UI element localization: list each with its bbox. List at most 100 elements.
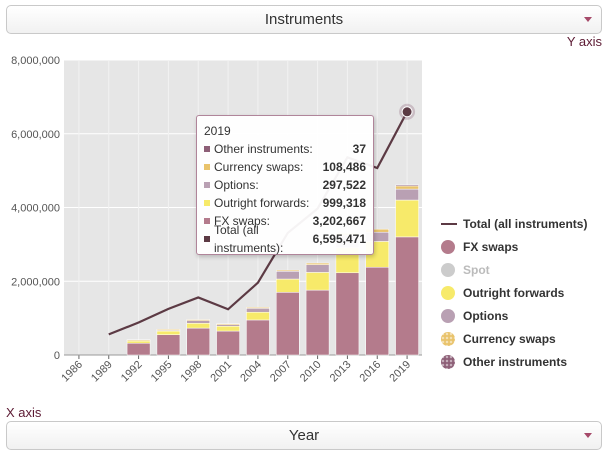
bar-fx_swaps-2001[interactable] [216,330,240,356]
bar-fx_swaps-2007[interactable] [276,292,300,356]
bar-fx_swaps-1995[interactable] [156,334,181,356]
bar-outright_forwards-1995[interactable] [156,330,181,335]
legend-label: Currency swaps [463,331,556,346]
tooltip-row: Options: 297,522 [204,176,366,194]
y-tick-label: 0 [54,350,60,362]
y-tick-label: 6,000,000 [11,129,60,141]
legend-item-currency_swaps[interactable]: Currency swaps [441,327,587,350]
legend-label: Outright forwards [463,285,565,300]
legend-swatch-icon [441,239,455,254]
instruments-select-value: Instruments [264,11,344,28]
chevron-down-icon [584,433,592,438]
legend-item-options[interactable]: Options [441,304,587,327]
bar-outright_forwards-2004[interactable] [246,311,270,321]
bar-currency_swaps-2007[interactable] [276,269,300,272]
tooltip-swatch-icon [204,164,210,170]
tooltip-swatch-icon [204,200,210,206]
tooltip-label: FX swaps: [214,214,271,228]
bar-options-2019[interactable] [395,188,419,201]
x-axis-caption: X axis [6,405,42,420]
legend-swatch-icon [441,308,455,323]
bar-other_instruments-2019[interactable] [395,184,419,187]
instruments-select[interactable]: Instruments [6,5,602,34]
tooltip-label: Total (all instruments): [214,223,284,255]
bar-currency_swaps-1998[interactable] [186,319,210,321]
bar-options-2010[interactable] [305,264,330,273]
x-tick-label: 2001 [208,359,234,385]
tooltip-value: 108,486 [322,160,366,174]
x-tick-label: 1998 [179,359,205,385]
tooltip-year: 2019 [204,124,231,138]
bar-currency_swaps-1995[interactable] [156,329,181,331]
legend-item-spot[interactable]: Spot [441,258,587,281]
data-tooltip: 2019 Other instruments: 37 Currency swaps:… [196,115,374,255]
tooltip-row: Outright forwards: 999,318 [204,194,366,212]
legend-swatch-icon [441,354,455,369]
bar-outright_forwards-1992[interactable] [126,340,151,344]
tooltip-label: Outright forwards: [214,196,310,210]
x-tick-label: 2016 [358,359,384,385]
bar-options-2007[interactable] [276,271,300,280]
bar-fx_swaps-1998[interactable] [186,327,210,356]
tooltip-value: 297,522 [322,178,366,192]
x-tick-label: 2013 [328,359,354,385]
x-tick-label: 2007 [268,359,294,385]
year-select-value: Year [288,427,320,444]
legend-label: FX swaps [463,239,519,254]
legend-item-outright_forwards[interactable]: Outright forwards [441,281,587,304]
x-tick-label: 1995 [149,359,175,385]
bar-fx_swaps-2010[interactable] [305,289,330,356]
tooltip-row: Total (all instruments): 6,595,471 [204,223,366,255]
bar-outright_forwards-2019[interactable] [395,199,419,238]
tooltip-row: Currency swaps: 108,486 [204,158,366,176]
point-total-2019[interactable] [401,106,413,118]
x-tick-label: 2004 [238,359,264,385]
tooltip-value: 6,595,471 [312,232,366,246]
tooltip-label: Currency swaps: [214,160,304,174]
tooltip-swatch-icon [204,236,210,242]
y-tick-label: 4,000,000 [11,203,60,215]
legend-label: Total (all instruments) [463,216,588,231]
y-tick-label: 2,000,000 [11,276,60,288]
tooltip-swatch-icon [204,146,210,152]
legend-item-total[interactable]: Total (all instruments) [441,212,587,235]
x-tick-label: 2010 [298,359,324,385]
legend-swatch-icon [441,222,457,225]
bar-currency_swaps-1992[interactable] [126,339,151,341]
bar-outright_forwards-2001[interactable] [216,325,240,332]
legend-item-fx_swaps[interactable]: FX swaps [441,235,587,258]
x-tick-label: 1989 [89,359,115,385]
tooltip-label: Other instruments: [214,142,313,156]
x-tick-label: 1992 [119,359,145,385]
tooltip-row: FX swaps: 3,202,667 [204,212,366,230]
bar-outright_forwards-1998[interactable] [186,323,210,329]
bar-currency_swaps-2001[interactable] [216,323,240,326]
x-tick-label: 1986 [59,359,85,385]
bar-fx_swaps-2013[interactable] [335,272,360,356]
chevron-down-icon [584,17,592,22]
tooltip-value: 999,318 [322,196,366,210]
legend-label: Spot [463,262,490,277]
tooltip-swatch-icon [204,182,210,188]
tooltip-value: 37 [352,142,366,156]
bar-currency_swaps-2004[interactable] [246,307,270,309]
bar-fx_swaps-2016[interactable] [365,266,389,356]
bar-outright_forwards-2010[interactable] [305,272,330,291]
year-select[interactable]: Year [6,421,602,450]
bar-outright_forwards-2007[interactable] [276,278,300,293]
legend-swatch-icon [441,331,455,346]
x-tick-label: 2019 [387,359,413,385]
bar-fx_swaps-2019[interactable] [395,236,419,356]
tooltip-row: Other instruments: 37 [204,140,366,158]
tooltip-swatch-icon [204,218,210,224]
bar-fx_swaps-2004[interactable] [246,319,270,356]
legend-swatch-icon [441,262,455,277]
legend-item-other_instruments[interactable]: Other instruments [441,350,587,373]
legend: Total (all instruments) FX swaps Spot Outri… [441,212,587,373]
tooltip-label: Options: [214,178,259,192]
bar-options-2004[interactable] [246,307,270,313]
bar-fx_swaps-1992[interactable] [126,342,151,356]
y-tick-label: 8,000,000 [11,55,60,67]
bar-currency_swaps-2010[interactable] [305,262,330,265]
